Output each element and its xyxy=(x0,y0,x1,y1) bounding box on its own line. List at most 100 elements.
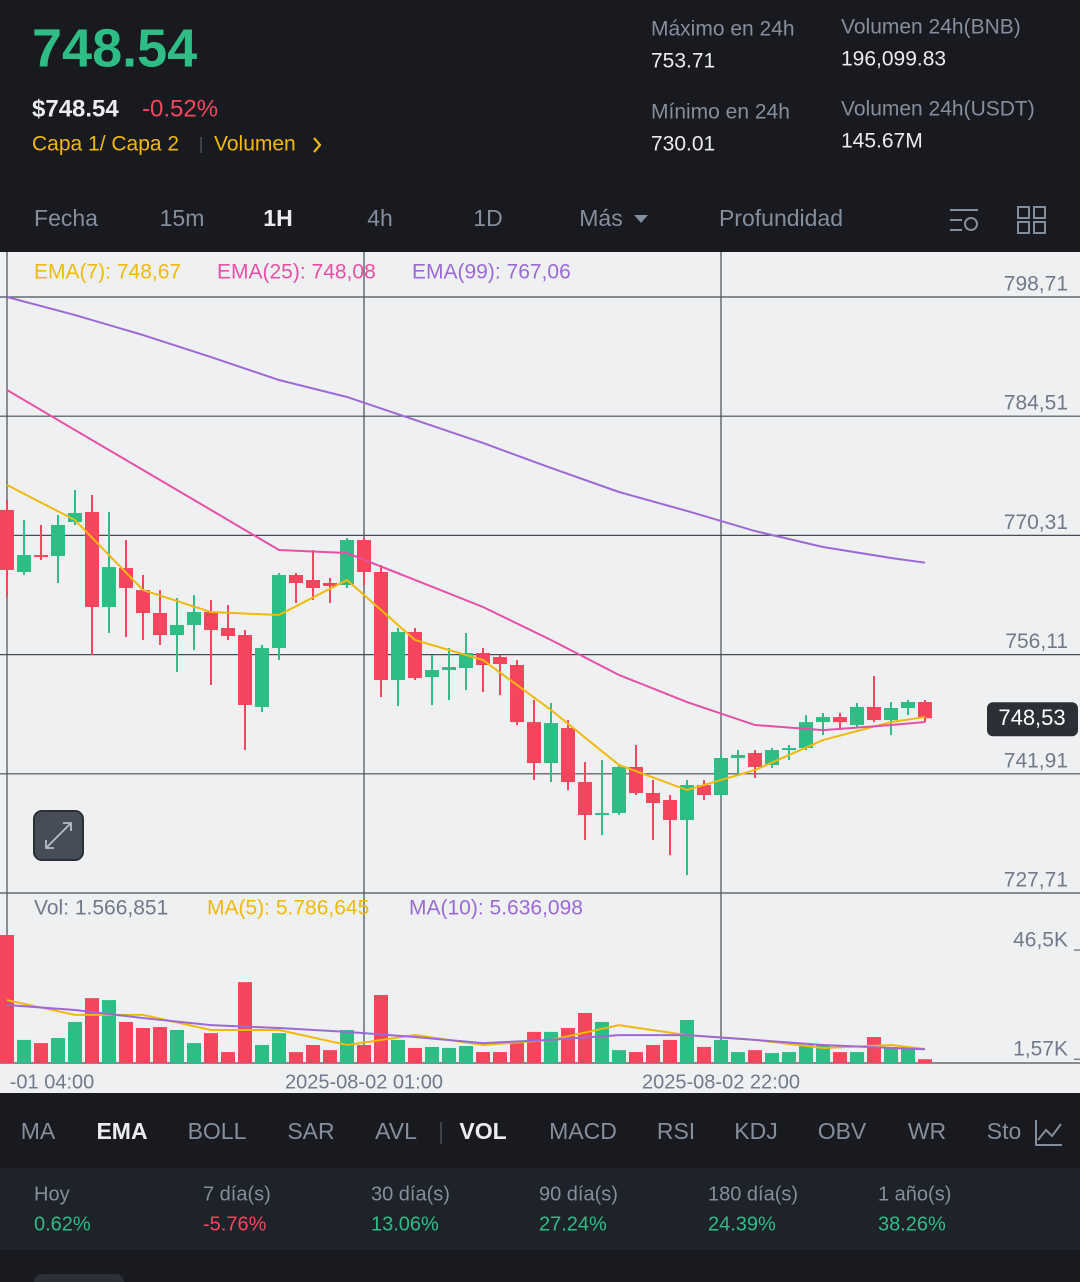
tag[interactable]: Volumen xyxy=(214,133,296,156)
volume-bar xyxy=(816,1045,830,1063)
volume-bar xyxy=(561,1028,575,1063)
candle-body xyxy=(799,722,813,749)
volume-bar xyxy=(17,1039,31,1063)
price-change: -0.52% xyxy=(142,95,218,122)
volume-bar xyxy=(765,1053,779,1063)
candle-body xyxy=(595,813,609,816)
tag[interactable]: Capa 1/ Capa 2 xyxy=(32,133,179,156)
performance-bg xyxy=(0,1168,1080,1250)
candle-body xyxy=(170,624,184,636)
volume-bar xyxy=(102,1000,116,1063)
chart-bg xyxy=(0,252,1080,1093)
indicator-tab[interactable]: KDJ xyxy=(734,1118,777,1144)
candle-body xyxy=(816,717,830,723)
x-tick-label: 2025-08-02 22:00 xyxy=(642,1071,800,1093)
candle-body xyxy=(493,657,507,665)
volume-bar xyxy=(884,1046,898,1063)
icon-square xyxy=(1033,206,1046,219)
indicator-tab[interactable]: WR xyxy=(908,1118,946,1144)
settings-icon[interactable] xyxy=(950,209,978,231)
candle-body xyxy=(697,785,711,796)
legend-entry: MA(5): 5.786,645 xyxy=(207,897,369,920)
volume-bar xyxy=(697,1046,711,1063)
candle-body xyxy=(272,575,286,649)
indicator-tab[interactable]: MA xyxy=(21,1118,56,1144)
candle-body xyxy=(85,511,99,608)
volume-bar xyxy=(34,1043,48,1063)
volume-bar xyxy=(153,1027,167,1063)
indicator-tab[interactable]: OBV xyxy=(818,1118,867,1144)
candle-body xyxy=(442,667,456,671)
volume-bar xyxy=(425,1046,439,1063)
icon-square xyxy=(1017,221,1030,234)
indicator-tab[interactable]: SAR xyxy=(287,1118,334,1144)
interval-tab[interactable]: Fecha xyxy=(34,205,98,231)
volume-bar xyxy=(221,1052,235,1063)
y-tick-label: 1,57K xyxy=(1013,1038,1068,1061)
volume-bar xyxy=(306,1045,320,1063)
volume-bar xyxy=(918,1059,932,1063)
volume-bar xyxy=(323,1050,337,1063)
candle-body xyxy=(238,635,252,705)
volume-bar xyxy=(340,1029,354,1063)
volume-bar xyxy=(493,1052,507,1063)
volume-bar xyxy=(51,1037,65,1063)
legend-entry: EMA(99): 767,06 xyxy=(412,261,571,284)
volume-bar xyxy=(799,1045,813,1063)
stat-label: Volumen 24h(BNB) xyxy=(841,16,1021,39)
indicator-tab[interactable]: BOLL xyxy=(188,1118,247,1144)
interval-tab[interactable]: 4h xyxy=(367,205,393,231)
indicator-tab[interactable]: Sto xyxy=(987,1118,1022,1144)
volume-bar xyxy=(901,1046,915,1063)
period-label: 90 día(s) xyxy=(539,1183,618,1205)
period-change: 24.39% xyxy=(708,1213,776,1235)
indicator-tab[interactable]: VOL xyxy=(459,1118,506,1144)
candle-body xyxy=(187,612,201,625)
volume-bar xyxy=(459,1045,473,1063)
layout-icon[interactable] xyxy=(1017,206,1046,234)
stat-label: Máximo en 24h xyxy=(651,18,795,41)
volume-bar xyxy=(136,1028,150,1063)
y-tick-label: 727,71 xyxy=(1004,869,1068,892)
volume-bar xyxy=(714,1039,728,1063)
volume-bar xyxy=(374,994,388,1063)
volume-bar xyxy=(595,1021,609,1063)
y-tick-label: 46,5K xyxy=(1013,929,1068,952)
dropdown-icon xyxy=(634,215,648,223)
candle-body xyxy=(51,524,65,557)
interval-tab[interactable]: 1D xyxy=(473,205,502,231)
interval-tab[interactable]: Profundidad xyxy=(719,205,843,231)
indicator-tab[interactable]: AVL xyxy=(375,1118,417,1144)
candle-body xyxy=(578,782,592,816)
candle-body xyxy=(391,632,405,681)
candle-body xyxy=(153,613,167,636)
volume-bar xyxy=(0,935,14,1063)
volume-bar xyxy=(833,1052,847,1063)
candle-body xyxy=(850,706,864,726)
period-change: 27.24% xyxy=(539,1213,607,1235)
y-tick-label: 784,51 xyxy=(1004,392,1068,415)
period-label: 30 día(s) xyxy=(371,1183,450,1205)
indicator-tab[interactable]: EMA xyxy=(96,1118,147,1144)
candle-body xyxy=(0,509,14,570)
indicator-tab[interactable]: RSI xyxy=(657,1118,695,1144)
interval-tab[interactable]: 1H xyxy=(263,205,292,231)
volume-bar xyxy=(748,1050,762,1063)
volume-bar xyxy=(442,1047,456,1063)
period-change: -5.76% xyxy=(203,1213,267,1235)
volume-bar xyxy=(782,1052,796,1063)
volume-bar xyxy=(544,1031,558,1063)
icon-square xyxy=(1017,206,1030,219)
candle-body xyxy=(612,767,626,814)
candle-body xyxy=(255,648,269,707)
interval-tab[interactable]: Más xyxy=(579,205,622,231)
chart-icon[interactable] xyxy=(1035,1120,1062,1146)
indicator-tab[interactable]: MACD xyxy=(549,1118,617,1144)
indicator-line xyxy=(6,484,926,792)
period-label: 180 día(s) xyxy=(708,1183,798,1205)
expand-button[interactable] xyxy=(33,810,84,861)
interval-tab[interactable]: 15m xyxy=(160,205,205,231)
candle-body xyxy=(714,758,728,796)
volume-bar xyxy=(527,1031,541,1063)
